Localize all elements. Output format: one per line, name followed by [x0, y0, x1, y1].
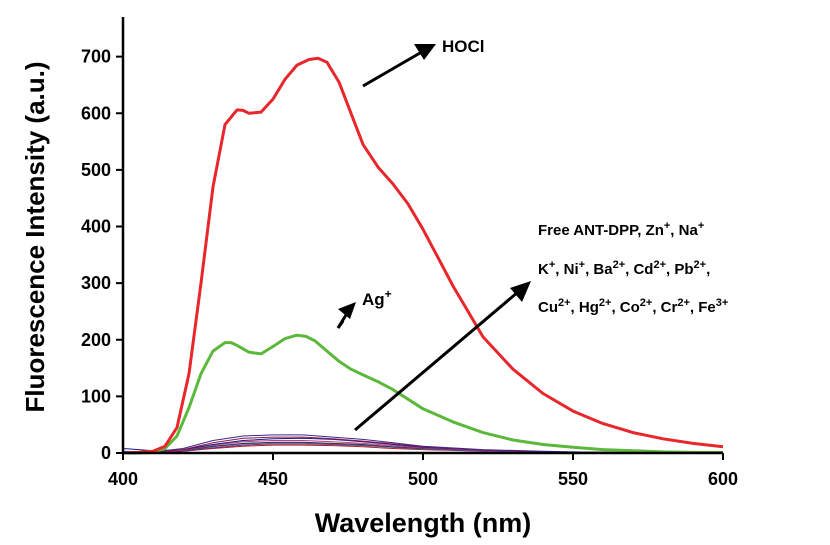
y-tick-label-700: 700 [81, 47, 111, 67]
x-axis-label: Wavelength (nm) [315, 508, 532, 538]
y-axis-label: Fluorescence Intensity (a.u.) [20, 61, 50, 412]
x-tick-label-550: 550 [558, 469, 588, 489]
y-tick-label-0: 0 [101, 443, 111, 463]
others-line2-part-6: 2+ [613, 259, 626, 271]
y-tick-label-300: 300 [81, 273, 111, 293]
ag-arrow-shaft [336, 314, 348, 329]
others-line2-part-10: 2+ [694, 259, 707, 271]
others-line2-part-11: , [706, 261, 710, 278]
hocl-arrow-head [414, 44, 436, 60]
ticks-layer: 400 450 500 550 600 0 100 200 300 400 500 600 700 [81, 47, 738, 489]
others-arrow-head [510, 281, 531, 302]
hocl-arrow [362, 51, 421, 88]
others-line1-part-4: + [698, 220, 704, 232]
series-line-2 [123, 333, 723, 455]
series-layer [122, 56, 724, 455]
others-line3-part-5: , Co [611, 299, 639, 316]
others-line3-part-4: 2+ [599, 297, 612, 309]
others-line3-part-10: 3+ [716, 297, 729, 309]
others-line1-part-1: Free ANT-DPP, Zn [538, 222, 664, 239]
annotation-others-line1: Free ANT-DPP, Zn+, Na+ [538, 220, 704, 239]
others-line3-part-8: 2+ [677, 297, 690, 309]
y-tick-label-400: 400 [81, 217, 111, 237]
others-line2-part-8: 2+ [653, 259, 666, 271]
y-tick-label-600: 600 [81, 103, 111, 123]
x-tick-label-450: 450 [258, 469, 288, 489]
annotation-ag-sup: + [385, 287, 392, 301]
y-tick-label-500: 500 [81, 160, 111, 180]
others-line3-part-3: , Hg [571, 299, 599, 316]
others-line2-part-1: K [538, 261, 549, 278]
others-line3-part-6: 2+ [640, 297, 653, 309]
others-line2-part-9: , Pb [666, 261, 694, 278]
others-line2-part-5: , Ba [585, 261, 613, 278]
annotation-hocl: HOCl [442, 37, 485, 56]
annotation-others-line2: K+, Ni+, Ba2+, Cd2+, Pb2+, [538, 259, 710, 278]
others-line3-part-7: , Cr [652, 299, 677, 316]
annotation-ag-base: Ag [362, 290, 385, 309]
others-line3-part-2: 2+ [558, 297, 571, 309]
others-line2-part-7: , Cd [625, 261, 653, 278]
y-tick-label-200: 200 [81, 330, 111, 350]
x-tick-label-600: 600 [708, 469, 738, 489]
series-line-1 [122, 56, 724, 455]
y-tick-label-100: 100 [81, 386, 111, 406]
others-line3-part-1: Cu [538, 299, 558, 316]
x-tick-label-500: 500 [408, 469, 438, 489]
ag-arrow-head [338, 302, 356, 319]
x-tick-label-400: 400 [108, 469, 138, 489]
others-line2-part-2: + [549, 259, 555, 271]
others-line1-part-2: + [664, 220, 670, 232]
others-line3-part-9: , Fe [690, 299, 716, 316]
others-line2-part-3: , Ni [555, 261, 578, 278]
annotation-ag: Ag+ [362, 287, 392, 309]
annotation-others-line3: Cu2+, Hg2+, Co2+, Cr2+, Fe3+ [538, 297, 728, 316]
others-line1-part-3: , Na [670, 222, 698, 239]
others-arrow [354, 290, 519, 432]
annotation-arrows [336, 44, 531, 432]
others-line2-part-4: + [579, 259, 585, 271]
